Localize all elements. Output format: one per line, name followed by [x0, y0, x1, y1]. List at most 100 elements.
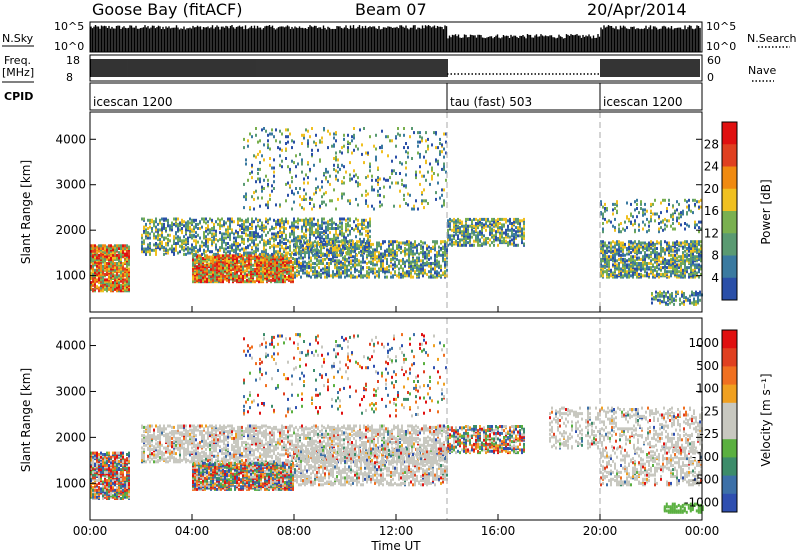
- heatmap-cell: [287, 239, 289, 242]
- heatmap-cell: [305, 237, 307, 240]
- heatmap-cell: [271, 133, 273, 136]
- heatmap-cell: [398, 246, 400, 249]
- heatmap-cell: [235, 230, 237, 233]
- heatmap-cell: [318, 259, 320, 262]
- heatmap-cell: [431, 175, 433, 178]
- heatmap-cell: [384, 270, 386, 273]
- heatmap-cell: [360, 250, 362, 253]
- heatmap-cell: [206, 267, 208, 270]
- heatmap-cell: [247, 234, 249, 237]
- heatmap-cell: [283, 228, 285, 231]
- heatmap-cell: [207, 233, 209, 236]
- heatmap-cell: [316, 270, 318, 273]
- heatmap-cell: [193, 226, 195, 229]
- heatmap-cell: [224, 263, 226, 266]
- heatmap-cell: [341, 193, 343, 196]
- heatmap-cell: [412, 258, 414, 261]
- heatmap-cell: [243, 253, 245, 256]
- heatmap-cell: [314, 262, 316, 265]
- heatmap-cell: [296, 269, 298, 272]
- heatmap-cell: [253, 220, 255, 223]
- heatmap-cell: [185, 222, 187, 225]
- heatmap-cell: [312, 270, 314, 273]
- heatmap-cell: [320, 254, 322, 257]
- heatmap-cell: [337, 198, 339, 201]
- heatmap-cell: [505, 232, 507, 235]
- heatmap-cell: [215, 243, 217, 246]
- heatmap-cell: [114, 288, 116, 291]
- heatmap-cell: [428, 262, 430, 265]
- heatmap-cell: [179, 222, 181, 225]
- heatmap-cell: [279, 141, 281, 144]
- heatmap-cell: [307, 142, 309, 145]
- heatmap-cell: [341, 231, 343, 234]
- heatmap-cell: [336, 248, 338, 251]
- heatmap-cell: [356, 258, 358, 261]
- heatmap-cell: [202, 269, 204, 272]
- heatmap-cell: [304, 265, 306, 268]
- heatmap-cell: [116, 287, 118, 290]
- heatmap-cell: [295, 154, 297, 157]
- heatmap-cell: [427, 145, 429, 148]
- heatmap-cell: [377, 167, 379, 170]
- heatmap-cell: [467, 218, 469, 221]
- heatmap-cell: [495, 230, 497, 233]
- heatmap-cell: [316, 274, 318, 277]
- heatmap-cell: [294, 266, 296, 269]
- heatmap-cell: [426, 273, 428, 276]
- heatmap-cell: [368, 261, 370, 264]
- heatmap-cell: [434, 266, 436, 269]
- heatmap-cell: [96, 285, 98, 288]
- heatmap-cell: [384, 276, 386, 279]
- heatmap-cell: [381, 145, 383, 148]
- heatmap-cell: [293, 161, 295, 164]
- heatmap-cell: [310, 276, 312, 279]
- heatmap-cell: [403, 194, 405, 197]
- heatmap-cell: [325, 235, 327, 238]
- heatmap-cell: [155, 220, 157, 223]
- heatmap-cell: [269, 133, 271, 136]
- heatmap-cell: [233, 233, 235, 236]
- heatmap-cell: [368, 266, 370, 269]
- heatmap-cell: [497, 237, 499, 240]
- heatmap-cell: [263, 228, 265, 231]
- heatmap-cell: [147, 227, 149, 230]
- heatmap-cell: [270, 258, 272, 261]
- heatmap-cell: [359, 233, 361, 236]
- heatmap-cell: [291, 146, 293, 149]
- heatmap-cell: [118, 257, 120, 260]
- heatmap-cell: [434, 244, 436, 247]
- heatmap-cell: [407, 193, 409, 196]
- heatmap-cell: [128, 278, 130, 281]
- heatmap-cell: [301, 134, 303, 137]
- heatmap-cell: [92, 288, 94, 291]
- heatmap-cell: [334, 242, 336, 245]
- heatmap-cell: [118, 247, 120, 250]
- heatmap-cell: [355, 227, 357, 230]
- heatmap-cell: [376, 242, 378, 245]
- heatmap-cell: [435, 131, 437, 134]
- heatmap-cell: [163, 226, 165, 229]
- heatmap-cell: [331, 220, 333, 223]
- heatmap-cell: [279, 231, 281, 234]
- heatmap-cell: [285, 199, 287, 202]
- heatmap-cell: [216, 267, 218, 270]
- heatmap-cell: [402, 262, 404, 265]
- heatmap-cell: [341, 152, 343, 155]
- heatmap-cell: [378, 251, 380, 254]
- heatmap-cell: [404, 247, 406, 250]
- heatmap-cell: [331, 218, 333, 221]
- heatmap-cell: [259, 178, 261, 181]
- heatmap-cell: [340, 261, 342, 264]
- heatmap-cell: [92, 268, 94, 271]
- heatmap-cell: [368, 276, 370, 279]
- heatmap-cell: [299, 203, 301, 206]
- heatmap-cell: [312, 266, 314, 269]
- heatmap-cell: [357, 176, 359, 179]
- heatmap-cell: [432, 268, 434, 271]
- heatmap-cell: [247, 238, 249, 241]
- heatmap-cell: [257, 233, 259, 236]
- heatmap-cell: [243, 146, 245, 149]
- heatmap-cell: [374, 255, 376, 258]
- heatmap-cell: [372, 243, 374, 246]
